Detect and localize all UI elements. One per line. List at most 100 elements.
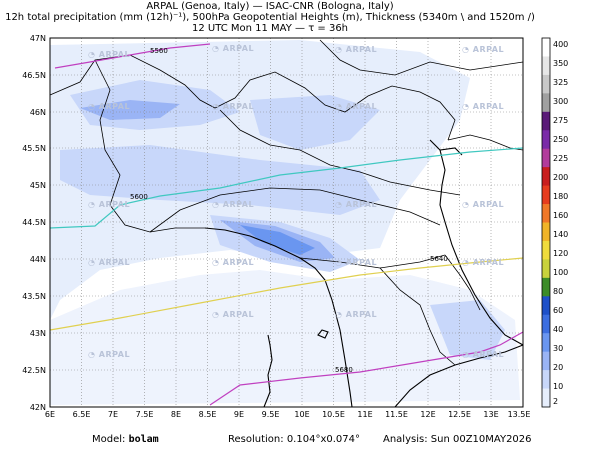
lat-label: 42.5N: [22, 366, 46, 375]
colorbar-label: 160: [553, 211, 569, 220]
lat-label: 45N: [29, 181, 46, 190]
colorbar-swatch: [542, 370, 550, 390]
analysis-value: Sun 00Z10MAY2026: [430, 434, 532, 445]
lat-label: 44.5N: [22, 218, 46, 227]
isoline-5560: [54, 43, 211, 69]
regional-lines-po: [149, 187, 441, 233]
elba: [317, 329, 329, 339]
title-line-3: 12 UTC Mon 11 MAY — τ = 36h: [191, 23, 349, 34]
colorbar-label: 275: [553, 116, 569, 125]
title-line-2: 12h total precipitation (mm (12h)⁻¹), 50…: [5, 12, 535, 23]
precip-area-10b: [250, 95, 380, 150]
lat-label: 43.5N: [22, 292, 46, 301]
colorbar-swatch: [542, 56, 550, 76]
colorbar-swatch: [542, 130, 550, 150]
isoline-label-5600: 5600: [130, 193, 148, 201]
colorbar-label: 120: [553, 249, 569, 258]
lon-label: 13.5E: [507, 410, 531, 419]
arpal-watermark: ◔ ARPAL: [335, 310, 378, 319]
colorbar-swatch: [542, 38, 550, 57]
border-france-italy: [94, 59, 205, 233]
arpal-watermark: ◔ ARPAL: [212, 102, 255, 111]
arpal-watermark: ◔ ARPAL: [462, 350, 505, 359]
lat-label: 46.5N: [22, 71, 46, 80]
lon-label: 11E: [357, 410, 373, 419]
arpal-watermark: ◔ ARPAL: [462, 45, 505, 54]
lat-label: 42N: [29, 403, 46, 412]
colorbar-label: 30: [553, 344, 564, 353]
lon-label: 7E: [107, 410, 119, 419]
graticule: [50, 38, 523, 407]
colorbar-swatch: [542, 204, 550, 223]
arpal-watermark: ◔ ARPAL: [212, 258, 255, 267]
isoline-5680: [209, 331, 524, 406]
colorbar-label: 200: [553, 173, 569, 182]
colorbar-swatch: [542, 259, 550, 279]
lat-label: 45.5N: [22, 144, 46, 153]
lon-label: 11.5E: [385, 410, 408, 419]
colorbar-label: 180: [553, 192, 569, 201]
isoline-label-5640: 5640: [430, 255, 448, 263]
arpal-watermark: ◔ ARPAL: [335, 102, 378, 111]
lon-label: 9.5E: [261, 410, 280, 419]
colorbar-swatch: [542, 74, 550, 94]
footer-resolution: Resolution: 0.104°x0.074°: [228, 434, 360, 446]
model-value: bolam: [128, 434, 159, 445]
colorbar-label: 20: [553, 363, 564, 372]
isoline-5640: [49, 257, 524, 331]
arpal-watermark: ◔ ARPAL: [88, 200, 131, 209]
lat-label: 46N: [29, 108, 46, 117]
colorbar-swatch: [542, 388, 550, 408]
colorbar-label: 350: [553, 59, 569, 68]
corsica-north: [263, 334, 273, 408]
adriatic-coast: [439, 149, 524, 346]
arpal-watermark: ◔ ARPAL: [462, 102, 505, 111]
colorbar-swatch: [542, 314, 550, 334]
colorbar-label: 225: [553, 154, 569, 163]
lon-label: 6.5E: [72, 410, 91, 419]
isolines: [49, 43, 524, 406]
lon-label: 9E: [233, 410, 245, 419]
arpal-watermark: ◔ ARPAL: [88, 50, 131, 59]
lat-label: 44N: [29, 255, 46, 264]
border-swiss: [49, 54, 456, 141]
colorbar-label: 40: [553, 325, 564, 334]
colorbar-label: 400: [553, 40, 569, 49]
footer-analysis: Analysis: Sun 00Z10MAY2026: [383, 434, 532, 446]
colorbar-swatch: [542, 351, 550, 371]
lon-label: 6E: [44, 410, 56, 419]
colorbar-label: 300: [553, 97, 569, 106]
lon-label: 8.5E: [198, 410, 217, 419]
colorbar: [541, 37, 551, 408]
colorbar-swatch: [542, 222, 550, 242]
lon-label: 13E: [483, 410, 499, 419]
arpal-watermark: ◔ ARPAL: [335, 200, 378, 209]
ligurian-coast: [204, 227, 353, 408]
arpal-watermark: ◔ ARPAL: [212, 44, 255, 53]
analysis-label: Analysis:: [383, 434, 428, 445]
colorbar-frame: [541, 37, 551, 408]
colorbar-swatch: [542, 93, 550, 113]
venice-lagoon-coast: [429, 139, 463, 156]
isoline-5600: [49, 147, 524, 229]
colorbar-label: 10: [553, 382, 564, 391]
model-label: Model:: [92, 434, 126, 445]
lat-label: 43N: [29, 329, 46, 338]
lon-label: 8E: [170, 410, 182, 419]
colorbar-label: 60: [553, 306, 564, 315]
colorbar-swatch: [542, 240, 550, 260]
regional-lines-north: [219, 109, 461, 196]
colorbar-swatch: [542, 111, 550, 131]
lon-label: 10.5E: [322, 410, 345, 419]
lon-label: 12E: [420, 410, 436, 419]
colorbar-label: 250: [553, 135, 569, 144]
arpal-watermark: ◔ ARPAL: [335, 45, 378, 54]
colorbar-swatch: [542, 333, 550, 353]
isoline-label-5560: 5560: [150, 47, 168, 55]
arpal-watermark: ◔ ARPAL: [212, 200, 255, 209]
colorbar-swatch: [542, 296, 550, 316]
border-austria: [319, 39, 524, 76]
colorbar-label: 140: [553, 230, 569, 239]
lat-label: 47N: [29, 34, 46, 43]
